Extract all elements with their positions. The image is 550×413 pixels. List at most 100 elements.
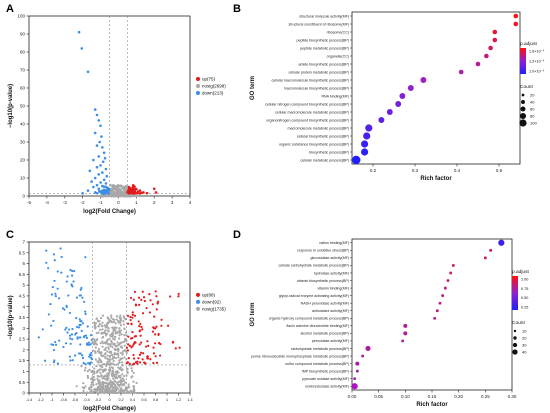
point-nosig [101, 314, 104, 317]
point-up [130, 346, 133, 349]
point-nosig [106, 340, 109, 343]
point-up [126, 349, 129, 352]
point-nosig [116, 319, 120, 323]
point-nosig [133, 388, 136, 391]
point-nosig [123, 344, 126, 347]
point-nosig [112, 377, 115, 380]
point-nosig [133, 391, 136, 394]
term-label: peptide biosynthetic process(BP) [296, 38, 349, 42]
point-up [137, 357, 140, 360]
gradient-legend-bar [520, 48, 526, 74]
point-nosig [120, 346, 124, 349]
point-down [64, 342, 68, 345]
term-dot [492, 37, 498, 43]
point-nosig [125, 331, 128, 334]
point-nosig [108, 337, 111, 341]
point-down [70, 333, 74, 336]
point-nosig [113, 186, 116, 190]
point-up [129, 296, 133, 300]
y-axis-label: GO term [250, 302, 256, 326]
point-nosig [93, 372, 96, 375]
point-nosig [82, 389, 85, 393]
point-nosig [92, 370, 95, 373]
point-up [138, 303, 141, 306]
x-tick-label: 0.20 [454, 394, 463, 399]
point-nosig [104, 325, 107, 328]
point-nosig [116, 348, 119, 351]
point-nosig [104, 352, 107, 355]
x-tick-label: 0.5 [496, 168, 503, 173]
legend-label: down(213) [202, 91, 224, 96]
size-legend-dot [520, 106, 526, 112]
point-nosig [122, 320, 125, 323]
point-nosig [104, 368, 108, 371]
y-tick-label: 5.5 [19, 272, 26, 277]
point-down [59, 247, 62, 250]
point-nosig [85, 391, 88, 395]
point-nosig [122, 349, 125, 353]
y-tick-label: 7 [22, 240, 25, 245]
point-up [126, 314, 130, 317]
point-up [128, 344, 131, 347]
point-nosig [104, 342, 107, 345]
point-down [70, 283, 73, 286]
point-up [140, 325, 143, 329]
term-dot [443, 286, 447, 290]
point-down [54, 292, 57, 295]
term-label: IMP biosynthetic process(BP) [302, 369, 349, 373]
point-nosig [119, 314, 122, 317]
panel-letter-d: D [233, 229, 241, 241]
point-nosig [108, 355, 111, 359]
point-nosig [121, 391, 124, 394]
point-up [152, 346, 155, 349]
y-tick-label: 60 [20, 86, 26, 91]
point-nosig [112, 318, 115, 321]
x-tick-label: -0.6 [72, 398, 79, 402]
point-nosig [122, 315, 125, 318]
point-nosig [106, 350, 109, 353]
point-down [78, 294, 81, 297]
point-nosig [111, 345, 114, 349]
point-nosig [103, 389, 106, 392]
term-dot [395, 101, 402, 107]
point-down [97, 187, 101, 191]
point-nosig [100, 361, 103, 364]
point-nosig [109, 184, 112, 187]
point-down [72, 280, 75, 283]
point-down [52, 319, 55, 323]
term-dot [492, 29, 498, 35]
point-down [84, 363, 87, 366]
point-down [99, 181, 102, 184]
legend-marker [196, 292, 200, 297]
point-up [132, 298, 135, 301]
point-nosig [116, 184, 120, 188]
point-nosig [91, 337, 95, 340]
point-up [152, 352, 156, 355]
y-axis-label: GO term [250, 76, 256, 100]
point-nosig [120, 333, 123, 336]
point-nosig [104, 194, 108, 198]
point-nosig [90, 386, 93, 389]
term-label: vitamin biosynthetic process(BP) [297, 279, 349, 283]
point-up [127, 185, 131, 189]
point-nosig [124, 387, 127, 390]
point-nosig [109, 193, 112, 197]
point-nosig [101, 328, 104, 331]
point-up [151, 330, 154, 333]
point-nosig [96, 387, 100, 390]
point-up [126, 322, 130, 325]
point-up [131, 331, 134, 334]
point-nosig [90, 381, 94, 384]
point-up [154, 327, 157, 330]
point-down [51, 285, 54, 289]
point-nosig [116, 341, 119, 344]
x-tick-label: 1.2 [176, 398, 181, 402]
x-tick-label: 3 [171, 200, 174, 205]
point-down [77, 352, 81, 355]
term-dot [365, 345, 371, 352]
term-label: peptide metabolic process(BP) [300, 46, 349, 50]
point-nosig [111, 335, 114, 338]
point-up [134, 335, 138, 338]
point-nosig [131, 194, 135, 198]
point-up [157, 332, 160, 336]
